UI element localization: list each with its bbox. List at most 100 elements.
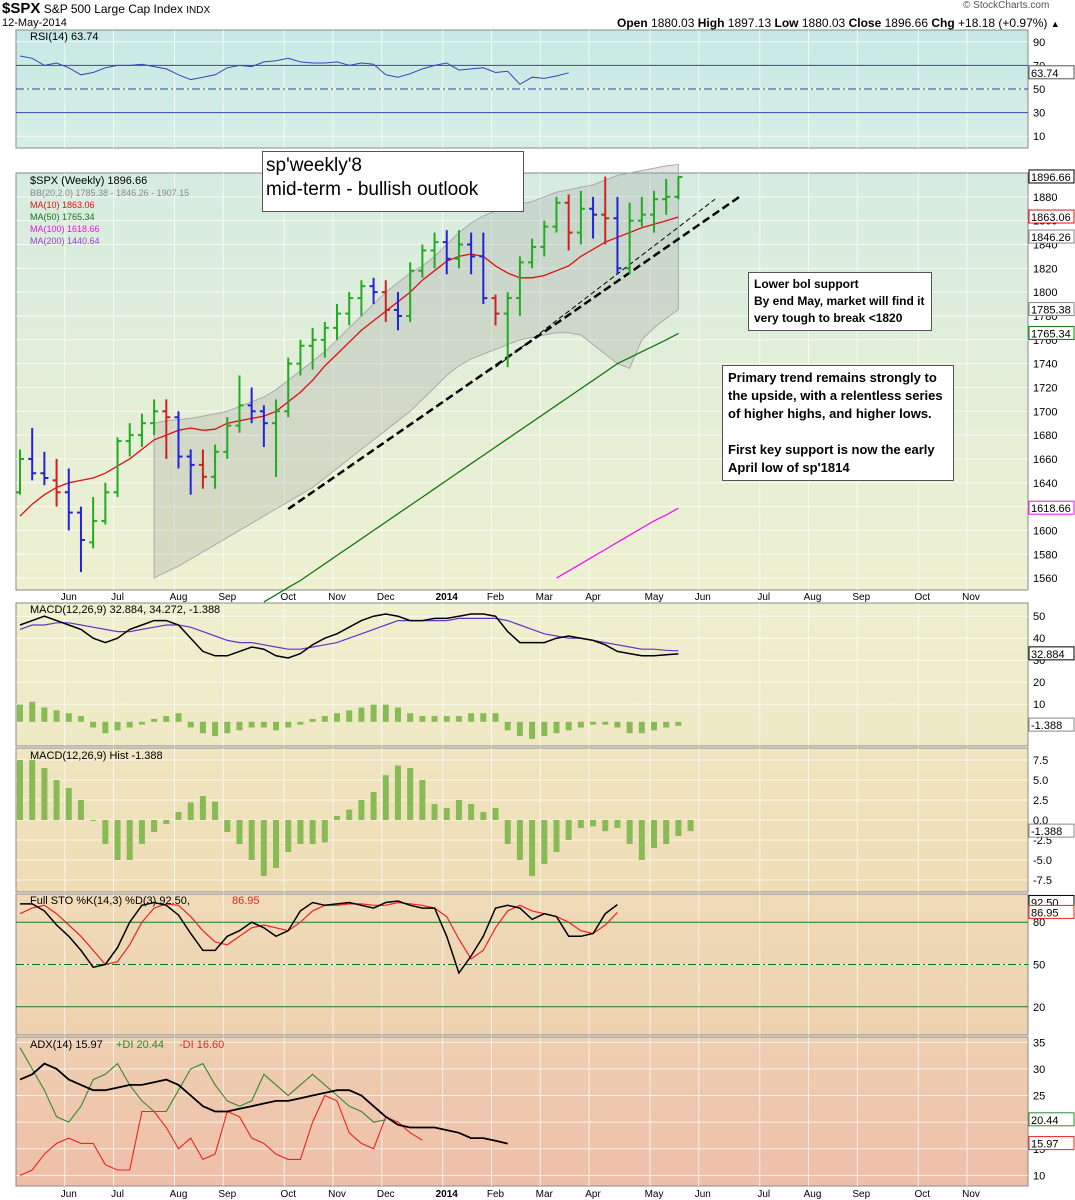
hist-bar [651, 820, 658, 848]
macd-hist-bar [394, 707, 401, 722]
hist-bar [492, 808, 499, 820]
header-right: Open 1880.03 High 1897.13 Low 1880.03 Cl… [617, 16, 1060, 30]
hist-bar [431, 804, 438, 820]
adx-0-marker-box [1028, 1112, 1075, 1127]
hist-tick-label: -2.5 [1033, 835, 1052, 847]
hist-bar [663, 820, 670, 844]
hist-bar [394, 765, 401, 820]
ma100-label: MA(100) 1618.66 [30, 224, 100, 234]
hist-bar [626, 820, 633, 844]
price-tick-label: 1700 [1033, 406, 1057, 418]
bb-label: BB(20,2.0) 1785.38 - 1846.26 - 1907.15 [30, 188, 189, 198]
hist-tick-label: -7.5 [1033, 875, 1052, 887]
collapse-icon[interactable]: ▲ [1050, 19, 1060, 29]
macd-hist-bar [285, 721, 292, 728]
hist-bar [163, 820, 170, 824]
ma50-line [263, 332, 679, 603]
macd-hist-bar [126, 721, 133, 728]
title-line1: sp'weekly'8 [266, 155, 362, 176]
adx-tick-label: 25 [1033, 1091, 1045, 1103]
x-axis-label-bottom: Oct [914, 1189, 930, 1200]
macd-hist-bar [468, 713, 475, 722]
price-tick-label: 1660 [1033, 454, 1057, 466]
price-3-marker-label: 1785.38 [1031, 305, 1071, 317]
hist-tick-label: 2.5 [1033, 795, 1048, 807]
watermark: © StockCharts.com [963, 0, 1050, 11]
macd-hist-bar [626, 721, 633, 734]
x-axis-label-top: Jul [757, 592, 770, 603]
hist-bar [248, 820, 255, 860]
adx-mdi-label: -DI 16.60 [179, 1039, 224, 1051]
open-label: Open [617, 16, 648, 30]
sto-tick-label: 20 [1033, 1002, 1045, 1014]
bol-note-line2: By end May, market will find it [754, 294, 925, 308]
macd-hist-bar [577, 721, 584, 728]
hist-bar [565, 820, 572, 840]
macd-tick-label: 10 [1033, 699, 1045, 711]
hist-bar [138, 820, 145, 844]
hist-bar [65, 788, 72, 820]
hist-bar [382, 775, 389, 820]
hist-bar [77, 800, 84, 820]
macd-hist-bar [565, 721, 572, 731]
macd-hist-bar [431, 716, 438, 722]
adx-panel-bg [15, 1036, 1029, 1187]
macd-1-marker-label: -1.388 [1031, 720, 1062, 732]
macd-tick-label: 40 [1033, 633, 1045, 645]
macd-hist-bar [163, 716, 170, 722]
trend-note-line4 [728, 423, 948, 441]
macd-hist-bar [370, 704, 377, 722]
hist-bar [614, 820, 621, 828]
hist-bar [553, 820, 560, 852]
hist-bar [273, 820, 280, 868]
hist-bar [236, 820, 243, 844]
x-axis-label-bottom: Jun [61, 1189, 77, 1200]
rsi-marker-label: 63.74 [1031, 68, 1059, 80]
macd-tick-label: 20 [1033, 677, 1045, 689]
adx-tick-label: 10 [1033, 1170, 1045, 1182]
x-axis-label-bottom: Jun [695, 1189, 711, 1200]
x-axis-label-bottom: Aug [804, 1189, 822, 1200]
macd-hist-bar [443, 716, 450, 722]
trend-note-line3: of higher highs, and higher lows. [728, 406, 932, 421]
header-left: $SPX S&P 500 Large Cap Index INDX [2, 0, 210, 17]
macd-signal-line [19, 617, 679, 652]
macd-hist-bar [138, 721, 145, 725]
adx-label: ADX(14) 15.97 [30, 1039, 103, 1051]
hist-bar [224, 820, 231, 832]
hist-bar [187, 802, 194, 820]
x-axis-label-bottom: Mar [536, 1189, 554, 1200]
hist-bar [53, 780, 60, 820]
x-axis-label-top: Jun [695, 592, 711, 603]
hist-bar [443, 808, 450, 820]
x-axis-label-top: Dec [377, 592, 395, 603]
high-value: 1897.13 [727, 16, 772, 30]
x-axis-label-bottom: Feb [487, 1189, 505, 1200]
macd-hist-bar [151, 718, 158, 722]
macd-hist-bar [102, 721, 109, 734]
macd-hist-bar [90, 721, 97, 728]
macd-hist-bar [407, 713, 414, 722]
x-axis-label-bottom: May [645, 1189, 664, 1200]
hist-bar [541, 820, 548, 864]
trend-note-line6: April low of sp'1814 [728, 460, 850, 475]
macd-hist-bar [638, 721, 645, 734]
price-tick-label: 1600 [1033, 525, 1057, 537]
hist-bar [638, 820, 645, 860]
bol-note-line3: very tough to break <1820 [754, 311, 903, 325]
macd-0-marker-box [1028, 646, 1075, 661]
hist-bar [260, 820, 267, 876]
price-tick-label: 1800 [1033, 287, 1057, 299]
hist-bar [151, 820, 158, 832]
macd-hist-bar [334, 713, 341, 722]
macd-hist-bar [77, 716, 84, 722]
trend-note-line5: First key support is now the early [728, 442, 935, 457]
macd-hist-bar [187, 721, 194, 728]
macd-hist-bar [17, 704, 23, 722]
rsi-line [19, 55, 569, 85]
hist-bar [90, 820, 97, 821]
price-tick-label: 1560 [1033, 573, 1057, 585]
x-axis-label-bottom: Aug [170, 1189, 188, 1200]
rsi-label: RSI(14) 63.74 [30, 31, 98, 43]
